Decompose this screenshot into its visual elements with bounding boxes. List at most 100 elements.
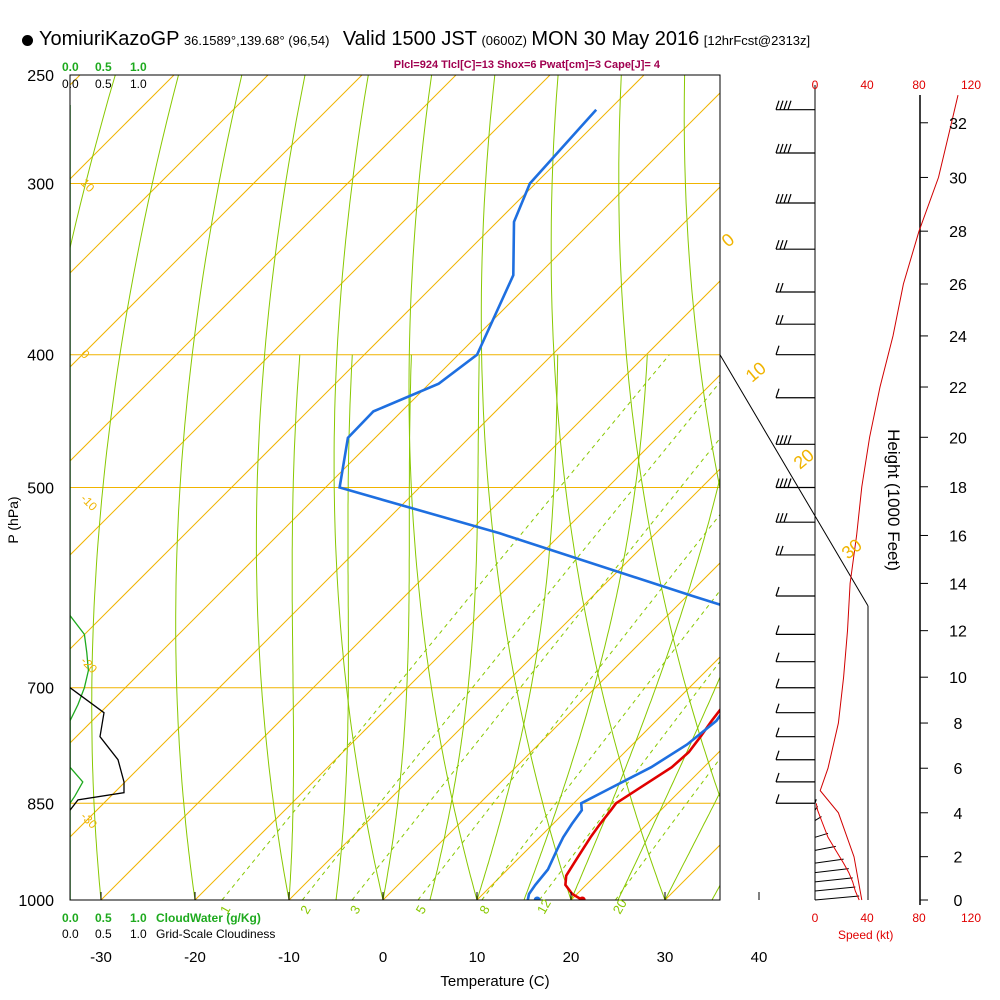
background-lines	[70, 75, 1000, 900]
wind-barb-flag	[783, 435, 788, 445]
height-tick-label: 30	[949, 170, 967, 187]
cloudiness-tick: 0.0	[62, 927, 79, 941]
height-tick-label: 24	[949, 329, 967, 346]
dry-adiabat-line	[938, 75, 1000, 900]
wind-barb-flag	[779, 478, 784, 488]
wind-tick-top: 120	[961, 78, 981, 92]
dewpoint-profile	[338, 108, 720, 900]
cloud-water-tick: 0.0	[62, 60, 79, 74]
moist-adiabat-line	[664, 791, 720, 900]
isotherm-line	[70, 92, 720, 744]
height-tick-label: 6	[954, 761, 963, 778]
valid-time: Valid 1500 JST	[342, 28, 477, 50]
height-tick-label: 26	[949, 277, 967, 294]
wind-barb	[775, 193, 815, 204]
dry-adiabat-line	[550, 75, 666, 900]
wind-barb-flag	[775, 727, 780, 737]
wind-barb	[775, 512, 815, 523]
x-axis-label: Temperature (C)	[440, 973, 549, 990]
dry-adiabat-line	[811, 75, 1000, 900]
height-tick-label: 14	[949, 576, 967, 593]
pressure-label: 500	[27, 481, 54, 498]
isotherm-line	[194, 374, 720, 900]
wind-barb-flag	[775, 345, 780, 355]
wind-barb-flag	[775, 435, 780, 445]
wind-barb	[775, 703, 815, 714]
boundary-line	[719, 354, 869, 607]
wind-barb	[775, 314, 815, 325]
station-dot-icon	[22, 35, 33, 47]
height-tick-label: 22	[949, 380, 967, 397]
cloud-water-tick: 1.0	[130, 911, 147, 925]
wind-barb-flag	[775, 388, 780, 398]
x-tick-label: 20	[563, 949, 580, 966]
moist-adiabat-line	[335, 354, 353, 900]
isotherm-label: -30	[78, 809, 100, 831]
wind-panel	[775, 85, 959, 905]
cloudiness-tick: 0.0	[62, 77, 79, 91]
wind-barb	[775, 652, 815, 663]
pressure-label: 300	[27, 177, 54, 194]
wind-barb-flag	[787, 478, 792, 488]
wind-barb	[775, 545, 815, 556]
isotherm-line	[382, 562, 720, 900]
station-coords: 36.1589°,139.68° (96,54)	[183, 33, 330, 48]
isotherm-line	[70, 75, 551, 556]
wind-barb-flag	[779, 314, 784, 325]
valid-zulu: (0600Z)	[481, 33, 527, 48]
height-tick-label: 4	[954, 806, 963, 823]
isotherm-line	[288, 468, 720, 900]
height-tick-label: 8	[954, 716, 963, 733]
dry-adiabat-line	[480, 75, 572, 900]
labels: Plcl=924 Tlcl[C]=13 Shox=6 Pwat[cm]=3 Ca…	[5, 59, 981, 990]
wind-barb-flag	[787, 435, 792, 445]
isotherm-line	[476, 656, 720, 900]
wind-speed-line	[814, 895, 860, 901]
wind-barb-flag	[783, 143, 788, 154]
moist-adiabat-line	[570, 475, 720, 900]
wind-barb-flag	[787, 143, 792, 154]
wind-barb-flag	[775, 652, 780, 662]
mixing-ratio-label: 3	[347, 903, 364, 917]
dry-adiabat-line	[618, 75, 720, 799]
wind-speed-line	[814, 868, 849, 874]
isotherm-line	[70, 75, 457, 462]
wind-barb-flag	[775, 750, 780, 760]
wind-tick-bottom: 120	[961, 911, 981, 925]
isotherm-line	[70, 75, 363, 368]
x-tick-label: 40	[751, 949, 768, 966]
mixing-ratio-line	[614, 757, 720, 900]
moist-adiabat-line	[288, 354, 301, 900]
x-tick-label: -30	[90, 949, 112, 966]
wind-barb-flag	[775, 314, 780, 325]
pressure-label: 850	[27, 796, 54, 813]
profiles	[70, 105, 720, 900]
wind-barb-flag	[787, 193, 792, 204]
y-axis-label: P (hPa)	[5, 496, 21, 543]
wind-barb-flag	[775, 282, 780, 293]
mixing-ratio-label: 2	[297, 903, 314, 917]
dry-adiabat-line	[333, 75, 384, 900]
wind-barb-flag	[775, 678, 780, 688]
wind-barb	[775, 772, 815, 783]
wind-tick-top: 0	[812, 78, 819, 92]
wind-barb	[775, 435, 815, 445]
isotherm-line	[100, 280, 720, 900]
x-tick-label: -20	[184, 949, 206, 966]
height-tick-label: 18	[949, 480, 967, 497]
wind-barb	[775, 678, 815, 689]
surface-temperature-point	[578, 896, 586, 900]
isotherm-line	[70, 75, 645, 650]
height-axis-label: Height (1000 Feet)	[884, 429, 903, 571]
wind-tick-bottom: 80	[912, 911, 926, 925]
cloud-water-label: CloudWater (g/Kg)	[156, 911, 261, 925]
wind-barb-flag	[775, 772, 780, 783]
cloud-water-tick: 1.0	[130, 60, 147, 74]
wind-tick-top: 40	[860, 78, 874, 92]
wind-barb	[775, 345, 815, 356]
wind-barb-flag	[783, 512, 788, 523]
moist-adiabat-line	[429, 354, 480, 900]
wind-barb	[775, 750, 815, 761]
wind-barb-flag	[779, 512, 784, 523]
surface-dewpoint-point	[533, 896, 541, 900]
